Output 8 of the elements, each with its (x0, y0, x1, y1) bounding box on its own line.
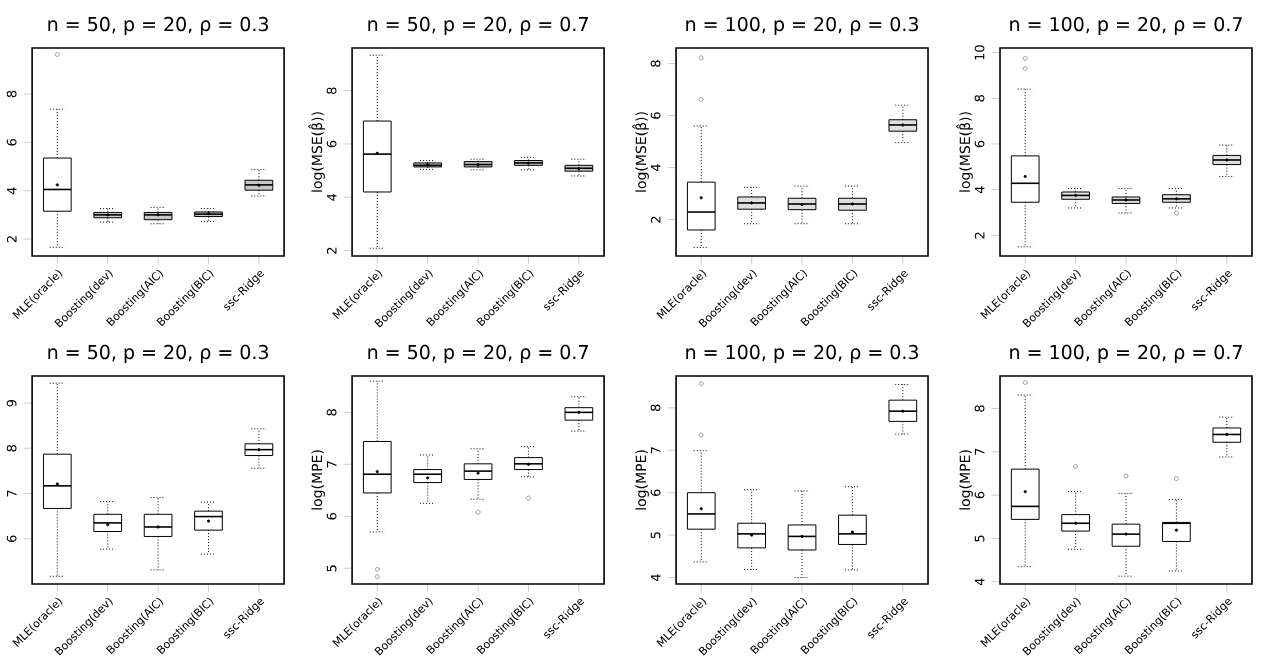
chart-title: n = 100, p = 20, ρ = 0.3 (686, 344, 918, 363)
chart-title: n = 50, p = 20, ρ = 0.3 (48, 344, 268, 363)
chart-title: n = 50, p = 20, ρ = 0.7 (368, 344, 588, 363)
chart-title: n = 100, p = 20, ρ = 0.7 (1010, 344, 1242, 363)
chart-title: n = 100, p = 20, ρ = 0.3 (686, 16, 918, 35)
chart-title: n = 50, p = 20, ρ = 0.7 (368, 16, 588, 35)
chart-title: n = 50, p = 20, ρ = 0.3 (48, 16, 268, 35)
chart-title: n = 100, p = 20, ρ = 0.7 (1010, 16, 1242, 35)
